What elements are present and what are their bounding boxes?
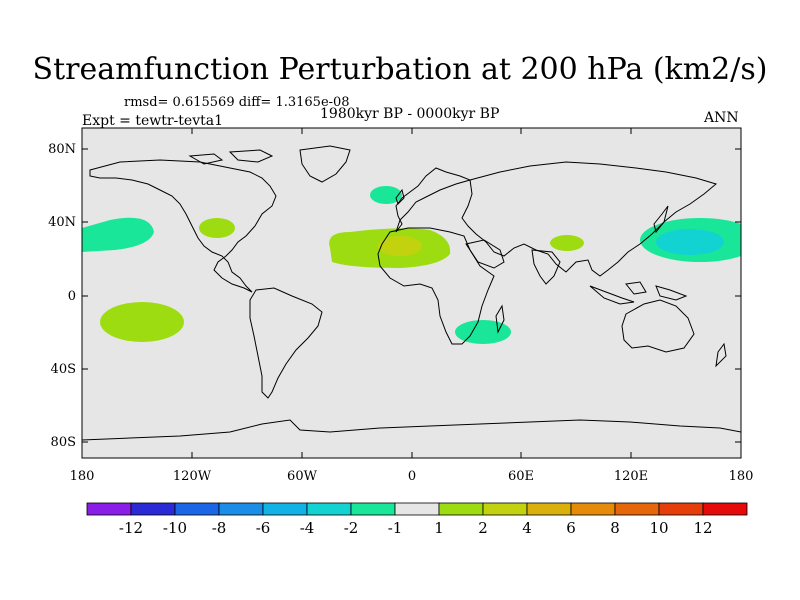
coastline-south-america	[249, 287, 323, 399]
colorbar-swatch	[306, 502, 352, 516]
rmsd-diff-stats: rmsd= 0.615569 diff= 1.3165e-08	[124, 95, 350, 110]
colorbar-swatch	[174, 502, 220, 516]
lat-label: 40N	[48, 215, 76, 230]
colorbar-swatch	[218, 502, 264, 516]
anomaly-south-asia-high	[550, 235, 584, 251]
colorbar-swatch	[130, 502, 176, 516]
coastline-north-america	[89, 159, 277, 293]
colorbar-swatch	[526, 502, 572, 516]
coastline-new-zealand	[715, 342, 727, 368]
colorbar-swatch	[262, 502, 308, 516]
colorbar-label: 8	[610, 519, 620, 537]
time-period-label: 1980kyr BP - 0000kyr BP	[320, 106, 500, 122]
colorbar-label: 10	[649, 519, 668, 537]
coastline-asia	[461, 161, 718, 277]
coastline-europe	[395, 167, 472, 233]
colorbar-label: 4	[522, 519, 532, 537]
latitude-labels: 80N 40N 0 40S 80S	[48, 142, 76, 450]
colorbar-swatch	[86, 502, 132, 516]
lon-label: 60W	[287, 469, 318, 484]
colorbar-label: -1	[388, 519, 403, 537]
anomaly-layer	[82, 186, 741, 344]
colorbar-swatch	[570, 502, 616, 516]
coastline-arabia	[465, 239, 505, 269]
lon-label: 120E	[614, 469, 648, 484]
season-label: ANN	[704, 110, 739, 126]
coastlines	[82, 145, 741, 441]
colorbar-labels: -12 -10 -8 -6 -4 -2 -1 1 2 4 6 8 10 12	[119, 519, 713, 537]
colorbar-swatch	[438, 502, 484, 516]
colorbar-swatch	[614, 502, 660, 516]
anomaly-north-pacific-east-low	[82, 217, 154, 252]
coastline-british-isles	[395, 188, 405, 205]
lon-label: 120W	[173, 469, 212, 484]
map-background	[82, 128, 741, 458]
colorbar-label: 6	[566, 519, 576, 537]
coastline-africa	[377, 227, 495, 345]
lon-label: 180	[70, 469, 95, 484]
anomaly-south-pacific-high	[100, 302, 184, 342]
colorbar-label: -12	[119, 519, 143, 537]
colorbar-label: -2	[344, 519, 359, 537]
longitude-labels: 180 120W 60W 0 60E 120E 180	[70, 469, 754, 484]
coastline-japan	[653, 205, 669, 234]
axis-ticks	[81, 128, 742, 458]
coastline-australia	[621, 299, 695, 353]
anomaly-sahara-high-core	[378, 236, 422, 256]
anomaly-north-pacific-west-low-core	[656, 229, 724, 255]
lon-label: 0	[408, 469, 416, 484]
lon-label: 180	[729, 469, 754, 484]
lon-label: 60E	[508, 469, 534, 484]
colorbar-label: -8	[212, 519, 227, 537]
lat-label: 0	[68, 289, 76, 304]
lat-label: 40S	[51, 362, 76, 377]
coastline-india	[531, 249, 561, 285]
experiment-label: Expt = tewtr-tevta1	[82, 113, 223, 129]
coastline-antarctica	[82, 419, 741, 441]
coastline-indonesia	[589, 281, 688, 305]
colorbar-swatch	[350, 502, 396, 516]
colorbar-swatch	[702, 502, 748, 516]
colorbar-swatch	[394, 502, 440, 516]
coastline-madagascar	[495, 304, 505, 334]
colorbar	[86, 502, 748, 516]
colorbar-label: -4	[300, 519, 315, 537]
anomaly-north-america-high	[199, 218, 235, 238]
colorbar-label: -6	[256, 519, 271, 537]
colorbar-swatch	[658, 502, 704, 516]
lat-label: 80N	[48, 142, 76, 157]
lat-label: 80S	[51, 435, 76, 450]
colorbar-label: 2	[478, 519, 488, 537]
anomaly-north-atlantic-low	[370, 186, 402, 204]
colorbar-label: -10	[163, 519, 187, 537]
colorbar-label: 1	[434, 519, 444, 537]
colorbar-label: 12	[693, 519, 712, 537]
plot-title: Streamfunction Perturbation at 200 hPa (…	[32, 52, 768, 87]
colorbar-swatch	[482, 502, 528, 516]
coastline-greenland	[299, 145, 351, 183]
